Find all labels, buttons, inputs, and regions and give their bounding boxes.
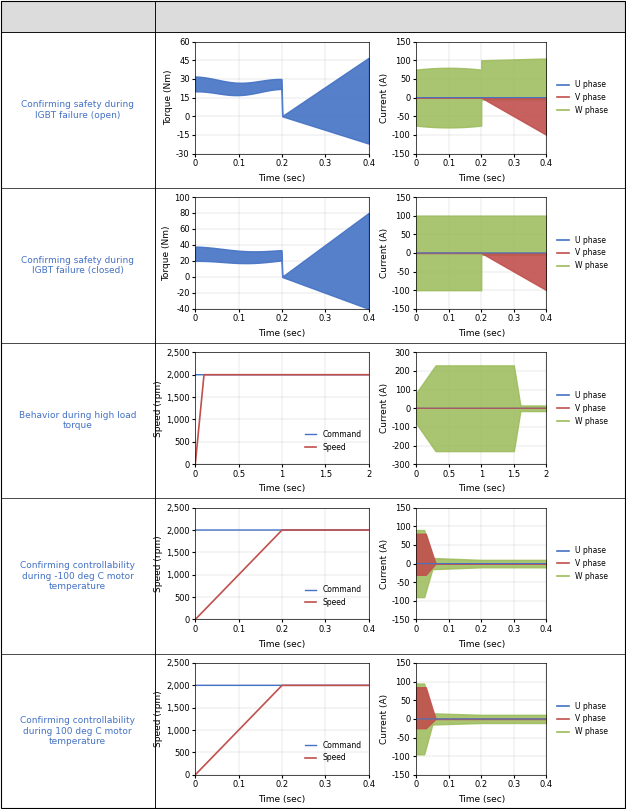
X-axis label: Time (sec): Time (sec) bbox=[259, 174, 305, 183]
Speed bbox=[328, 370, 336, 379]
Legend: U phase, V phase, W phase: U phase, V phase, W phase bbox=[554, 232, 611, 273]
X-axis label: Time (sec): Time (sec) bbox=[458, 329, 505, 338]
X-axis label: Time (sec): Time (sec) bbox=[259, 795, 305, 804]
Y-axis label: Speed (rpm): Speed (rpm) bbox=[154, 380, 163, 437]
Speed bbox=[276, 683, 284, 693]
Speed bbox=[200, 760, 208, 770]
Speed bbox=[360, 680, 367, 690]
Speed bbox=[278, 525, 285, 535]
Y-axis label: Torque (Nm): Torque (Nm) bbox=[164, 70, 173, 125]
Command bbox=[360, 525, 367, 535]
X-axis label: Time (sec): Time (sec) bbox=[259, 640, 305, 649]
Text: Confirming safety during
IGBT failure (open): Confirming safety during IGBT failure (o… bbox=[21, 100, 134, 120]
Y-axis label: Current (A): Current (A) bbox=[380, 694, 389, 744]
Command bbox=[360, 680, 367, 690]
Speed bbox=[360, 370, 367, 379]
Speed bbox=[192, 460, 199, 469]
Legend: Command, Speed: Command, Speed bbox=[302, 582, 365, 610]
Y-axis label: Speed (rpm): Speed (rpm) bbox=[154, 691, 163, 748]
Speed bbox=[328, 525, 336, 535]
Speed bbox=[192, 615, 199, 625]
Command bbox=[271, 525, 279, 535]
Command bbox=[200, 370, 208, 379]
Command bbox=[192, 370, 199, 379]
Speed bbox=[365, 680, 372, 690]
X-axis label: Time (sec): Time (sec) bbox=[458, 640, 505, 649]
Speed bbox=[365, 370, 372, 379]
Speed bbox=[271, 370, 279, 379]
Speed bbox=[200, 370, 208, 379]
Y-axis label: Current (A): Current (A) bbox=[380, 228, 389, 278]
Speed bbox=[276, 370, 284, 379]
Line: Speed: Speed bbox=[195, 530, 369, 620]
Legend: U phase, V phase, W phase: U phase, V phase, W phase bbox=[554, 543, 611, 584]
Command bbox=[192, 525, 199, 535]
Command bbox=[271, 680, 279, 690]
Command bbox=[360, 525, 367, 535]
Command bbox=[328, 370, 336, 379]
Y-axis label: Current (A): Current (A) bbox=[380, 539, 389, 589]
Text: Confirming controllability
during 100 deg C motor
temperature: Confirming controllability during 100 de… bbox=[20, 717, 135, 746]
Speed bbox=[360, 525, 367, 535]
Text: Results: Results bbox=[371, 11, 411, 21]
Speed bbox=[200, 370, 208, 379]
Command bbox=[360, 680, 367, 690]
Command bbox=[276, 525, 284, 535]
Text: Confirming controllability
during -100 deg C motor
temperature: Confirming controllability during -100 d… bbox=[20, 561, 135, 591]
X-axis label: Time (sec): Time (sec) bbox=[259, 485, 305, 493]
Command bbox=[192, 680, 199, 690]
Command bbox=[276, 370, 284, 379]
Line: Speed: Speed bbox=[195, 685, 369, 775]
Speed bbox=[200, 605, 208, 615]
Command bbox=[365, 525, 372, 535]
Legend: Command, Speed: Command, Speed bbox=[302, 427, 365, 455]
X-axis label: Time (sec): Time (sec) bbox=[458, 174, 505, 183]
Text: Test items: Test items bbox=[49, 11, 106, 21]
Command bbox=[276, 680, 284, 690]
Command bbox=[271, 370, 279, 379]
Y-axis label: Speed (rpm): Speed (rpm) bbox=[154, 536, 163, 592]
Speed bbox=[360, 525, 367, 535]
Speed bbox=[365, 525, 372, 535]
Speed bbox=[328, 680, 336, 690]
Speed bbox=[360, 680, 367, 690]
Line: Speed: Speed bbox=[195, 375, 369, 464]
Speed bbox=[271, 532, 279, 542]
Speed bbox=[276, 527, 284, 537]
Text: Behavior during high load
torque: Behavior during high load torque bbox=[19, 411, 136, 430]
Command bbox=[200, 680, 208, 690]
Y-axis label: Current (A): Current (A) bbox=[380, 73, 389, 123]
Speed bbox=[192, 770, 199, 780]
Command bbox=[328, 525, 336, 535]
X-axis label: Time (sec): Time (sec) bbox=[458, 795, 505, 804]
Legend: U phase, V phase, W phase: U phase, V phase, W phase bbox=[554, 698, 611, 739]
Speed bbox=[271, 688, 279, 697]
Y-axis label: Current (A): Current (A) bbox=[380, 383, 389, 434]
Speed bbox=[278, 680, 285, 690]
Command bbox=[360, 370, 367, 379]
X-axis label: Time (sec): Time (sec) bbox=[259, 329, 305, 338]
Y-axis label: Torque (Nm): Torque (Nm) bbox=[162, 225, 171, 281]
Legend: U phase, V phase, W phase: U phase, V phase, W phase bbox=[554, 77, 611, 118]
Command bbox=[365, 370, 372, 379]
Command bbox=[200, 525, 208, 535]
Speed bbox=[360, 370, 367, 379]
Legend: U phase, V phase, W phase: U phase, V phase, W phase bbox=[554, 388, 611, 429]
Text: Confirming safety during
IGBT failure (closed): Confirming safety during IGBT failure (c… bbox=[21, 256, 134, 275]
Command bbox=[328, 680, 336, 690]
Command bbox=[360, 370, 367, 379]
Legend: Command, Speed: Command, Speed bbox=[302, 738, 365, 765]
Command bbox=[365, 680, 372, 690]
X-axis label: Time (sec): Time (sec) bbox=[458, 485, 505, 493]
